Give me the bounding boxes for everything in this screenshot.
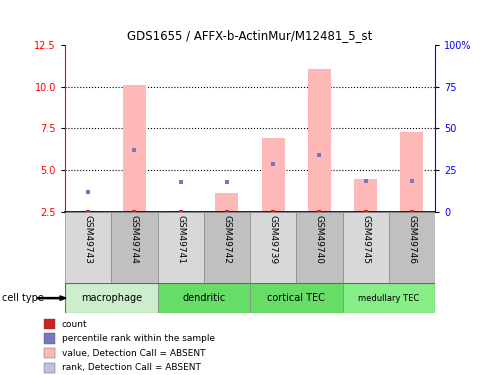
Bar <box>65 283 158 313</box>
Bar <box>389 212 435 283</box>
Text: GSM49746: GSM49746 <box>408 215 416 264</box>
Text: GSM49743: GSM49743 <box>84 215 92 264</box>
Text: GSM49739: GSM49739 <box>268 215 278 265</box>
Bar <box>342 283 435 313</box>
Title: GDS1655 / AFFX-b-ActinMur/M12481_5_st: GDS1655 / AFFX-b-ActinMur/M12481_5_st <box>128 30 372 42</box>
Bar <box>123 86 146 212</box>
Bar <box>158 212 204 283</box>
Text: GSM49741: GSM49741 <box>176 215 185 264</box>
Text: percentile rank within the sample: percentile rank within the sample <box>62 334 215 343</box>
Text: dendritic: dendritic <box>182 293 226 303</box>
Bar <box>204 212 250 283</box>
Bar <box>44 333 56 344</box>
Text: macrophage: macrophage <box>80 293 142 303</box>
Bar <box>44 319 56 329</box>
Text: cell type: cell type <box>2 293 44 303</box>
Bar <box>400 132 423 212</box>
Bar <box>76 211 100 212</box>
Bar <box>65 212 111 283</box>
Bar <box>250 283 342 313</box>
Bar <box>44 348 56 358</box>
Bar <box>296 212 343 283</box>
Bar <box>44 363 56 373</box>
Bar <box>342 212 389 283</box>
Bar <box>262 138 284 212</box>
Bar <box>169 211 192 212</box>
Text: cortical TEC: cortical TEC <box>268 293 325 303</box>
Bar <box>250 212 296 283</box>
Text: value, Detection Call = ABSENT: value, Detection Call = ABSENT <box>62 349 206 358</box>
Text: count: count <box>62 320 88 328</box>
Bar <box>354 179 377 212</box>
Bar <box>308 69 331 212</box>
Text: rank, Detection Call = ABSENT: rank, Detection Call = ABSENT <box>62 363 201 372</box>
Bar <box>216 193 238 212</box>
Text: medullary TEC: medullary TEC <box>358 294 420 303</box>
Text: GSM49740: GSM49740 <box>315 215 324 264</box>
Text: GSM49744: GSM49744 <box>130 215 139 264</box>
Text: GSM49742: GSM49742 <box>222 215 232 264</box>
Bar <box>158 283 250 313</box>
Text: GSM49745: GSM49745 <box>361 215 370 264</box>
Bar <box>111 212 158 283</box>
